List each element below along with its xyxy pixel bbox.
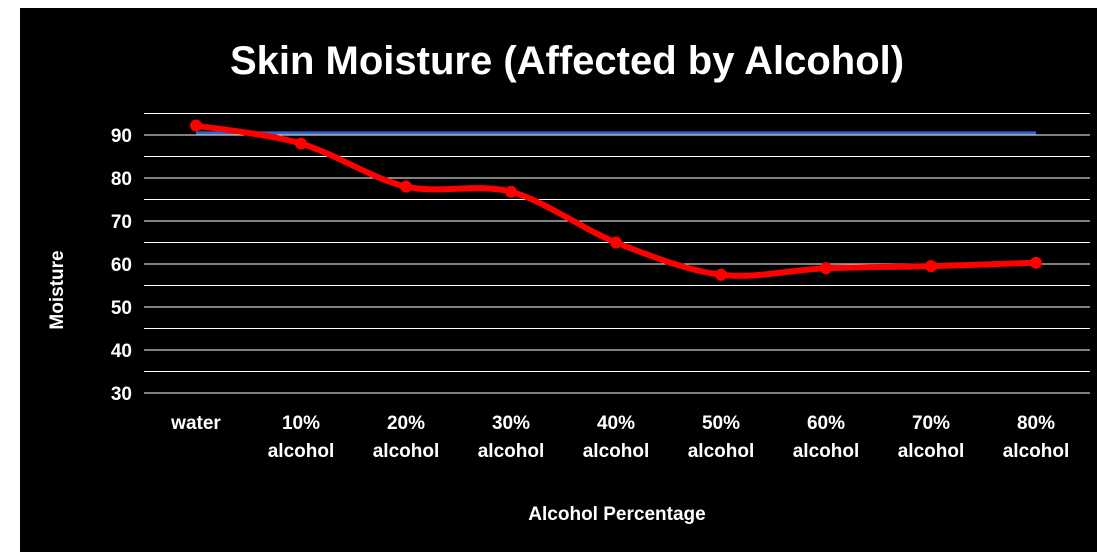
y-tick-label: 70 (111, 212, 132, 233)
x-tick-label: alcohol (793, 441, 860, 462)
x-tick-label: 50% (702, 413, 740, 434)
data-point (190, 119, 202, 132)
x-tick-label: alcohol (1003, 441, 1070, 462)
x-tick-label: 60% (807, 413, 845, 434)
x-tick-label: alcohol (373, 441, 440, 462)
x-tick-label: alcohol (268, 441, 335, 462)
chart-title: Skin Moisture (Affected by Alcohol) (230, 39, 904, 83)
y-tick-label: 50 (111, 298, 132, 319)
x-tick-label: water (170, 413, 221, 434)
x-axis-ticks: water 10% alcohol 20% alcohol 30% alcohol 40% al… (170, 413, 1069, 462)
x-tick-label: 20% (387, 413, 425, 434)
series (190, 119, 1042, 281)
line-chart: Skin Moisture (Affected by Alcohol) 30 40… (47, 39, 1090, 525)
x-tick-label: 40% (597, 413, 635, 434)
x-tick-label: 80% (1017, 413, 1055, 434)
x-tick-label: alcohol (583, 441, 650, 462)
series-line (193, 122, 1039, 279)
data-point (295, 137, 307, 150)
x-tick-label: 10% (282, 413, 320, 434)
y-tick-label: 30 (111, 384, 132, 405)
x-axis-label: Alcohol Percentage (528, 504, 705, 525)
y-tick-label: 60 (111, 255, 132, 276)
data-point (820, 262, 832, 275)
data-point (715, 268, 727, 281)
x-tick-label: alcohol (688, 441, 755, 462)
y-tick-label: 90 (111, 126, 132, 147)
x-tick-label: 30% (492, 413, 530, 434)
chart-frame: Skin Moisture (Affected by Alcohol) 30 40… (20, 8, 1097, 552)
y-axis-ticks: 30 40 50 60 70 80 90 (111, 126, 132, 405)
data-point (1030, 256, 1042, 269)
data-point (400, 180, 412, 193)
gridlines (144, 113, 1090, 394)
data-point (505, 185, 517, 198)
data-point (610, 236, 622, 249)
y-tick-label: 40 (111, 341, 132, 362)
x-tick-label: alcohol (478, 441, 545, 462)
data-point (925, 260, 937, 273)
y-axis-label: Moisture (47, 250, 68, 329)
x-tick-label: 70% (912, 413, 950, 434)
x-tick-label: alcohol (898, 441, 965, 462)
y-tick-label: 80 (111, 169, 132, 190)
